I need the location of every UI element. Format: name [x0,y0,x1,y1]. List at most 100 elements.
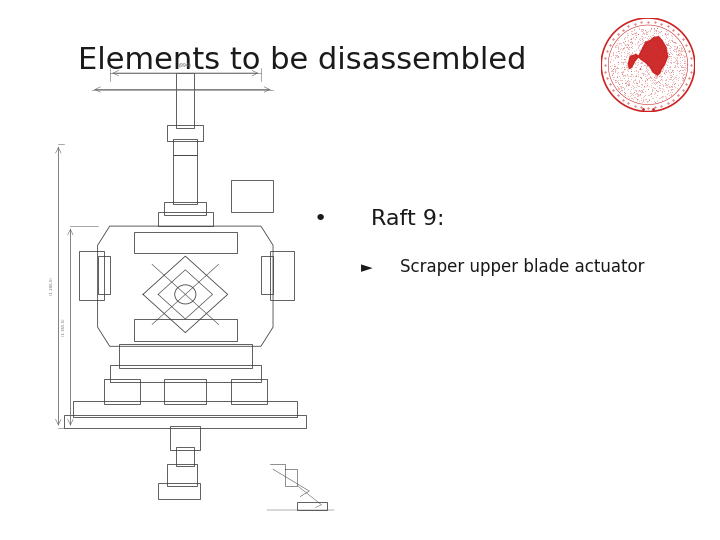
Point [613,47,624,56]
Point [618,87,629,96]
Point [622,49,634,57]
Point [632,38,644,46]
Point [665,69,676,78]
Point [650,26,662,35]
Point [635,62,647,70]
Point [654,62,666,71]
Point [632,36,644,45]
Point [613,49,624,58]
Point [648,24,660,32]
Point [662,57,674,66]
Point [634,55,646,63]
Point [665,70,677,79]
Point [656,35,667,43]
Point [663,52,675,60]
Point [672,46,684,55]
Point [644,72,656,80]
Point [650,72,662,81]
Point [639,67,651,76]
Point [642,57,653,65]
Point [644,96,655,105]
Point [642,57,654,66]
Point [643,68,654,76]
Point [674,45,685,54]
Point [622,78,634,87]
Point [607,75,618,84]
Point [665,87,676,96]
Point [644,56,655,64]
Point [650,72,662,80]
Point [618,63,630,71]
Point [676,62,688,71]
Bar [230,180,273,212]
Point [629,76,640,84]
Point [622,66,634,75]
Point [632,67,644,76]
Point [645,57,657,66]
Point [622,81,634,90]
Point [675,66,686,75]
Point [663,50,675,58]
Point [647,40,659,49]
Point [628,84,639,92]
Point [621,31,633,39]
Point [625,37,636,46]
Point [606,52,617,60]
Point [646,65,657,74]
Point [670,38,682,47]
Point [639,26,651,35]
Point [637,26,649,35]
Point [670,48,682,57]
Point [667,66,678,75]
Point [654,66,665,75]
Point [636,35,647,43]
Point [662,77,674,85]
Bar [104,379,140,404]
Point [631,58,643,66]
Point [651,87,662,96]
Point [612,43,624,52]
Point [631,52,642,60]
Point [632,57,644,66]
Point [625,91,636,99]
Point [623,72,634,80]
Point [633,86,644,94]
Point [642,43,653,52]
Point [646,58,657,66]
Point [649,70,661,79]
Point [640,50,652,59]
Point [660,52,672,61]
Point [620,51,631,60]
Point [663,63,675,71]
Point [616,82,627,91]
Point [630,93,642,102]
Point [664,75,675,83]
Point [675,50,687,58]
Point [676,76,688,85]
Point [624,81,635,90]
Point [667,58,678,66]
Point [652,36,663,45]
Point [638,38,649,46]
Point [626,58,638,67]
Point [641,68,652,77]
Point [652,69,663,77]
Point [624,62,635,71]
Point [636,59,647,68]
Point [668,38,680,46]
Point [652,40,664,49]
Point [656,52,667,60]
Point [621,57,632,66]
Point [657,62,669,70]
Point [606,66,618,75]
Point [613,79,624,88]
Point [628,93,639,102]
Point [613,71,625,80]
Point [629,47,640,56]
Point [629,53,640,62]
Point [648,57,660,66]
Point [611,72,623,81]
Point [629,49,641,58]
Point [620,80,631,89]
Point [635,79,647,88]
